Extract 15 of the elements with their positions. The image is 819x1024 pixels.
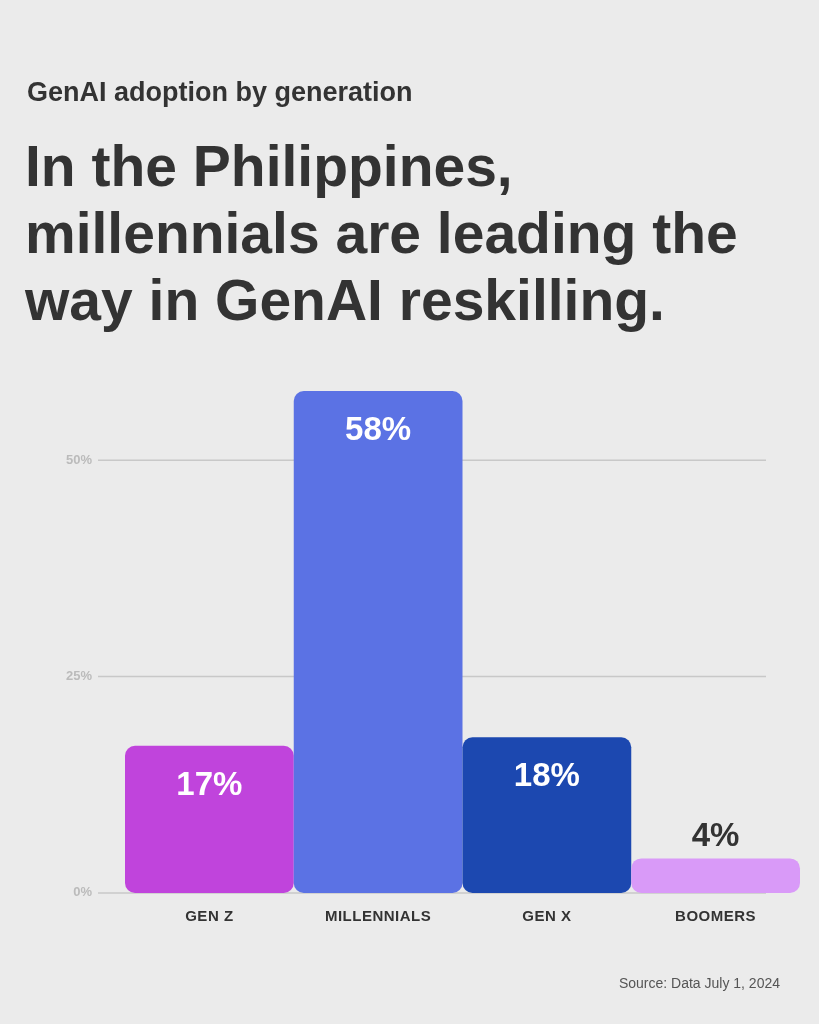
- source-note: Source: Data July 1, 2024: [618, 975, 781, 991]
- bar: [293, 391, 463, 893]
- chart-subtitle: GenAI adoption by generation: [27, 77, 413, 107]
- x-tick-label: GEN X: [522, 906, 572, 924]
- data-label: 58%: [345, 410, 412, 447]
- data-label: 17%: [176, 764, 243, 802]
- chart-title: In the Philippines, millennials are leading the way in GenAI reskilling.: [24, 134, 738, 332]
- x-tick-label: BOOMERS: [675, 906, 757, 924]
- bar: [631, 858, 800, 893]
- data-label: 4%: [691, 816, 740, 854]
- x-tick-label: GEN Z: [185, 906, 234, 924]
- data-label: 18%: [513, 756, 580, 794]
- bar: [125, 745, 294, 893]
- x-tick-label: MILLENNIALS: [324, 906, 432, 924]
- bar: [462, 737, 632, 893]
